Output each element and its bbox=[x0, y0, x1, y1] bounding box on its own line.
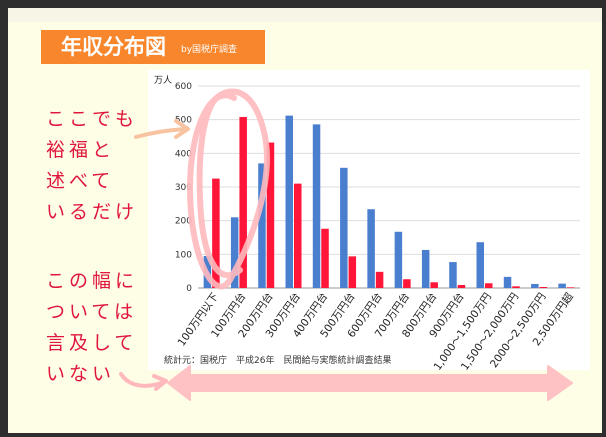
bar bbox=[348, 256, 357, 288]
bar bbox=[403, 279, 411, 288]
y-tick-label: 0 bbox=[186, 284, 192, 294]
y-tick-label: 400 bbox=[175, 149, 192, 159]
y-tick-label: 100 bbox=[175, 250, 192, 260]
title-banner: 年収分布図 by国税庁調査 bbox=[41, 30, 265, 64]
bar bbox=[212, 178, 220, 288]
x-tick-label: 100万円以下 bbox=[176, 291, 221, 349]
page-canvas: 年収分布図 by国税庁調査 0 100 200 300 400 500 600 100万円以… bbox=[8, 8, 602, 433]
bar bbox=[285, 115, 293, 288]
annotation-note-1: ここでも 裕福と 述べて いるだけ bbox=[46, 104, 138, 228]
y-unit-label: 万人 bbox=[154, 75, 172, 86]
bar bbox=[230, 217, 239, 288]
width-double-arrow-icon bbox=[167, 365, 573, 401]
bars bbox=[203, 115, 575, 288]
y-tick-label: 500 bbox=[175, 116, 192, 126]
bar bbox=[485, 283, 493, 288]
annotation-line: いない bbox=[46, 363, 116, 385]
y-tick-label: 300 bbox=[175, 183, 192, 193]
bar bbox=[476, 242, 484, 288]
chart-panel: 0 100 200 300 400 500 600 100万円以下 100万円台 200万円台 3… bbox=[148, 70, 590, 373]
y-tick-label: 600 bbox=[175, 82, 192, 92]
source-caption: 統計元：国税庁 平成26年 民間給与実態統計調査結果 bbox=[164, 354, 391, 366]
bar bbox=[394, 231, 403, 288]
bar bbox=[312, 124, 321, 288]
bar bbox=[239, 116, 247, 288]
bar bbox=[340, 167, 348, 288]
bar bbox=[566, 287, 575, 288]
bar bbox=[375, 271, 384, 288]
bar bbox=[367, 209, 375, 288]
y-tick-labels: 0 100 200 300 400 500 600 bbox=[175, 82, 192, 294]
y-tick-label: 200 bbox=[175, 217, 192, 227]
bar bbox=[558, 283, 566, 288]
annotation-line: この幅に bbox=[46, 270, 139, 292]
annotation-line: 述べて bbox=[46, 170, 115, 192]
bar bbox=[266, 142, 275, 288]
top-strip bbox=[8, 8, 602, 22]
bar bbox=[539, 286, 548, 288]
bar bbox=[531, 283, 539, 288]
bar bbox=[430, 282, 438, 288]
annotation-line: 裕福と bbox=[46, 139, 116, 161]
bar bbox=[294, 183, 302, 288]
bar bbox=[321, 228, 329, 288]
annotation-note-2: この幅に ついては 言及して いない bbox=[46, 266, 138, 390]
bar bbox=[457, 284, 466, 288]
page-subtitle: by国税庁調査 bbox=[181, 45, 238, 55]
bar bbox=[421, 249, 430, 288]
annotation-line: いるだけ bbox=[46, 201, 139, 223]
bar bbox=[203, 256, 212, 288]
bar bbox=[512, 286, 520, 288]
annotation-line: ここでも bbox=[46, 108, 139, 130]
bar bbox=[449, 262, 457, 288]
page-title: 年収分布図 bbox=[61, 35, 166, 59]
bar bbox=[503, 276, 512, 288]
annotation-line: 言及して bbox=[46, 332, 138, 354]
annotation-line: ついては bbox=[46, 301, 138, 323]
bar bbox=[258, 163, 266, 288]
grid-lines bbox=[198, 85, 580, 289]
